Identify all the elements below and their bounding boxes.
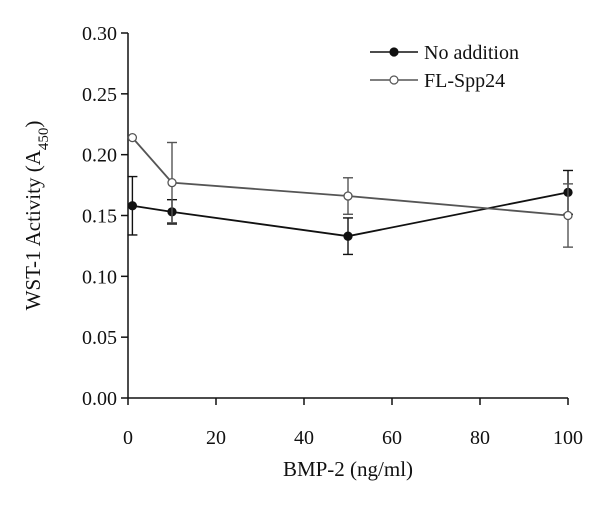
x-tick-label: 100 <box>553 427 583 449</box>
x-axis-ticks: 0 20 40 60 80 100 <box>123 398 583 449</box>
y-tick-label: 0.25 <box>82 84 117 106</box>
series-line-no-addition <box>132 191 569 238</box>
series-layer <box>127 132 573 256</box>
data-point <box>343 231 353 241</box>
y-axis-ticks: 0.00 0.05 0.10 0.15 0.20 0.25 0.30 <box>82 23 128 410</box>
y-tick-label: 0.05 <box>82 327 117 349</box>
data-point <box>127 132 138 143</box>
y-tick-label: 0.10 <box>82 266 117 288</box>
legend-entry-no-addition: No addition <box>370 42 519 64</box>
x-tick-label: 0 <box>123 427 133 449</box>
y-axis-title-close: ) <box>21 121 45 128</box>
y-axis-title-subscript: 450 <box>36 128 52 151</box>
series-no-addition <box>127 169 573 256</box>
x-tick-label: 80 <box>470 427 490 449</box>
y-tick-label: 0.30 <box>82 23 117 45</box>
data-point <box>167 177 177 188</box>
legend-label-no-addition: No addition <box>424 42 519 64</box>
legend-marker-fl-spp24 <box>389 75 399 85</box>
y-tick-label: 0.15 <box>82 206 117 228</box>
y-tick-label: 0.00 <box>82 388 117 410</box>
series-line-fl-spp24 <box>131 137 569 217</box>
data-point <box>127 201 138 211</box>
data-point <box>343 191 353 201</box>
x-tick-label: 20 <box>206 427 226 449</box>
x-tick-label: 60 <box>382 427 402 449</box>
x-axis-title: BMP-2 (ng/ml) <box>283 457 413 481</box>
legend-marker-no-addition <box>389 47 399 57</box>
data-point <box>563 210 573 221</box>
legend-entry-fl-spp24: FL-Spp24 <box>370 70 505 92</box>
y-axis-title: WST-1 Activity (A450) <box>21 121 52 311</box>
legend-label-fl-spp24: FL-Spp24 <box>424 70 505 92</box>
plot-area: 0.00 0.05 0.10 0.15 0.20 0.25 0.30 0 20 40 60 80 10… <box>82 23 583 449</box>
legend: No addition FL-Spp24 <box>370 42 519 92</box>
y-tick-label: 0.20 <box>82 145 117 167</box>
series-fl-spp24 <box>127 132 573 248</box>
x-tick-label: 40 <box>294 427 314 449</box>
y-axis-title-main: WST-1 Activity (A <box>21 149 45 310</box>
